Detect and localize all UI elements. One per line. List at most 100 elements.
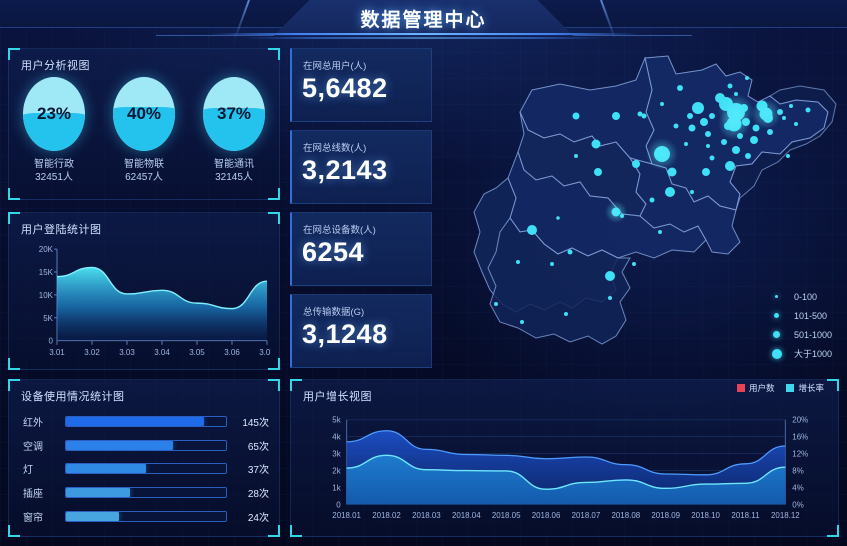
growth-chart-legend[interactable]: 用户数 增长率 [736,382,824,394]
growth-left-tick-label: 4k [332,433,340,442]
header-banner [273,0,574,36]
kpi-card-4[interactable]: 总传输数据(G) 3,1248 [290,294,432,368]
kpi-card-3[interactable]: 在网总设备数(人) 6254 [290,212,432,286]
map-svg [473,55,837,345]
panel-title-user-analysis: 用户分析视图 [21,60,90,72]
growth-x-tick-label: 2018.06 [532,511,561,520]
liquid-gauge-1: 23% 智能行政 32451人 [15,77,93,184]
corner-bracket [290,379,302,391]
map-legend-label: 501-1000 [793,329,832,340]
panel-title-login-stats: 用户登陆统计图 [21,224,102,236]
header-wing-right [571,0,692,36]
bar-value: 37次 [247,465,269,477]
legend-item[interactable]: 增长率 [786,382,824,394]
login-y-ticks: 0 5K 10K 15K 20K [39,245,57,346]
legend-swatch [736,384,745,392]
bar-fill [66,511,119,521]
corner-bracket [8,525,20,537]
growth-right-tick-label: 4% [792,483,803,492]
growth-x-tick-label: 2018.12 [771,511,800,520]
growth-x-tick-label: 2018.08 [611,511,640,520]
growth-x-tick-label: 2018.02 [372,511,401,520]
kpi-value: 3,2143 [302,155,388,185]
bar-track [65,487,227,499]
corner-bracket [8,48,20,60]
legend-dot-icon [770,313,784,318]
corner-bracket [268,188,280,200]
growth-right-tick-label: 16% [792,433,808,442]
kpi-label: 总传输数据(G) [303,307,365,318]
liquid-wave [113,106,175,151]
growth-x-tick-label: 2018.09 [651,511,680,520]
header-accent-line-1 [208,33,639,35]
login-area-chart[interactable]: 0 5K 10K 15K 20K 3.01 3.02 3.03 3.04 3.05 3.06 3.0… [19,241,271,363]
legend-dot-icon [770,331,784,338]
kpi-card-1[interactable]: 在网总用户(人) 5,6482 [290,48,432,122]
bar-value: 145次 [242,418,269,430]
growth-left-axis: 0 1k 2k 3k 4k 5k [332,416,341,510]
login-x-tick-label: 3.01 [49,348,65,357]
panel-device-stats: 设备使用情况统计图 红外 145次 空调 65次灯 37次 插座 28次 窗帘 24次 [8,379,280,537]
bar-label: 红外 [23,418,43,430]
corner-bracket [268,358,280,370]
growth-area-chart[interactable]: 0 1k 2k 3k 4k 5k 0% 4% 8% 12% 16% 20% 2018.01 2018.… [299,406,832,532]
corner-bracket [8,188,20,200]
login-y-tick-label: 20K [39,245,54,254]
growth-x-tick-label: 2018.01 [332,511,361,520]
map-legend-item: 大于1000 [770,344,832,363]
liquid-gauge-label: 智能通讯 32145人 [214,159,254,183]
bar-track [65,439,227,451]
kpi-value: 6254 [302,237,365,267]
growth-left-tick-label: 0 [336,500,341,509]
panel-title-user-growth: 用户增长视图 [303,391,372,403]
kpi-card-2[interactable]: 在网总线数(人) 3,2143 [290,130,432,204]
growth-left-tick-label: 2k [332,467,340,476]
bar-value: 65次 [247,441,269,453]
login-x-tick-label: 3.02 [84,348,100,357]
liquid-wave [203,107,265,151]
legend-item[interactable]: 用户数 [736,382,774,394]
growth-x-tick-label: 2018.10 [691,511,720,520]
corner-bracket [290,525,302,537]
page-title: 数据管理中心 [360,10,487,31]
device-bar-chart: 红外 145次 空调 65次灯 37次 插座 28次 窗帘 24次 [23,410,269,528]
growth-x-tick-label: 2018.05 [492,511,521,520]
dashboard-header: 数据管理中心 [0,0,847,40]
panel-title-device-stats: 设备使用情况统计图 [21,391,125,403]
login-x-tick-label: 3.06 [224,348,240,357]
bar-row: 灯 37次 [23,460,269,477]
region-map[interactable]: 0-100 101-500 501-1000 大于1000 [440,46,840,371]
login-x-tick-label: 3.05 [189,348,205,357]
header-accent-line-2 [243,37,604,39]
bar-value: 24次 [247,512,269,524]
liquid-gauge-3: 37% 智能通讯 32145人 [195,77,273,184]
map-legend-item: 0-100 [770,287,832,306]
bar-row: 红外 145次 [23,413,269,430]
bar-track [65,416,227,428]
login-y-tick-label: 15K [39,268,54,277]
map-legend-item: 501-1000 [770,325,832,344]
panel-login-stats: 用户登陆统计图 0 5K 10K 15K 20K 3.01 3.02 3.03 3.04 3.0… [8,212,280,370]
corner-bracket [8,358,20,370]
header-wing-left [155,0,276,36]
liquid-gauge-label: 智能物联 62457人 [124,159,164,183]
liquid-gauge-percent: 37% [216,104,252,123]
bar-row: 窗帘 24次 [23,508,269,525]
bar-row: 空调 65次 [23,437,269,454]
bar-label: 空调 [23,441,43,453]
liquid-gauge-percent: 23% [36,104,72,123]
bar-fill [66,440,174,450]
panel-user-analysis: 用户分析视图 23% 智能行政 32451人 40% 智能物联 62457人 37% 智能通讯… [8,48,280,200]
kpi-label: 在网总设备数(人) [303,225,376,236]
map-point-glows [605,94,781,223]
liquid-gauge-circle: 23% [23,77,85,151]
panel-user-growth: 用户增长视图 用户数 增长率 0 1k 2k 3k 4k 5k 0% 4% 8% 12% 16% 20… [290,379,839,537]
corner-bracket [268,48,280,60]
bar-label: 灯 [23,465,33,477]
corner-bracket [268,525,280,537]
liquid-gauge-group: 23% 智能行政 32451人 40% 智能物联 62457人 37% 智能通讯 32145人 [9,77,279,184]
corner-bracket [8,212,20,224]
liquid-wave [23,113,85,151]
login-x-tick-label: 3.04 [154,348,170,357]
bar-track [65,463,227,475]
